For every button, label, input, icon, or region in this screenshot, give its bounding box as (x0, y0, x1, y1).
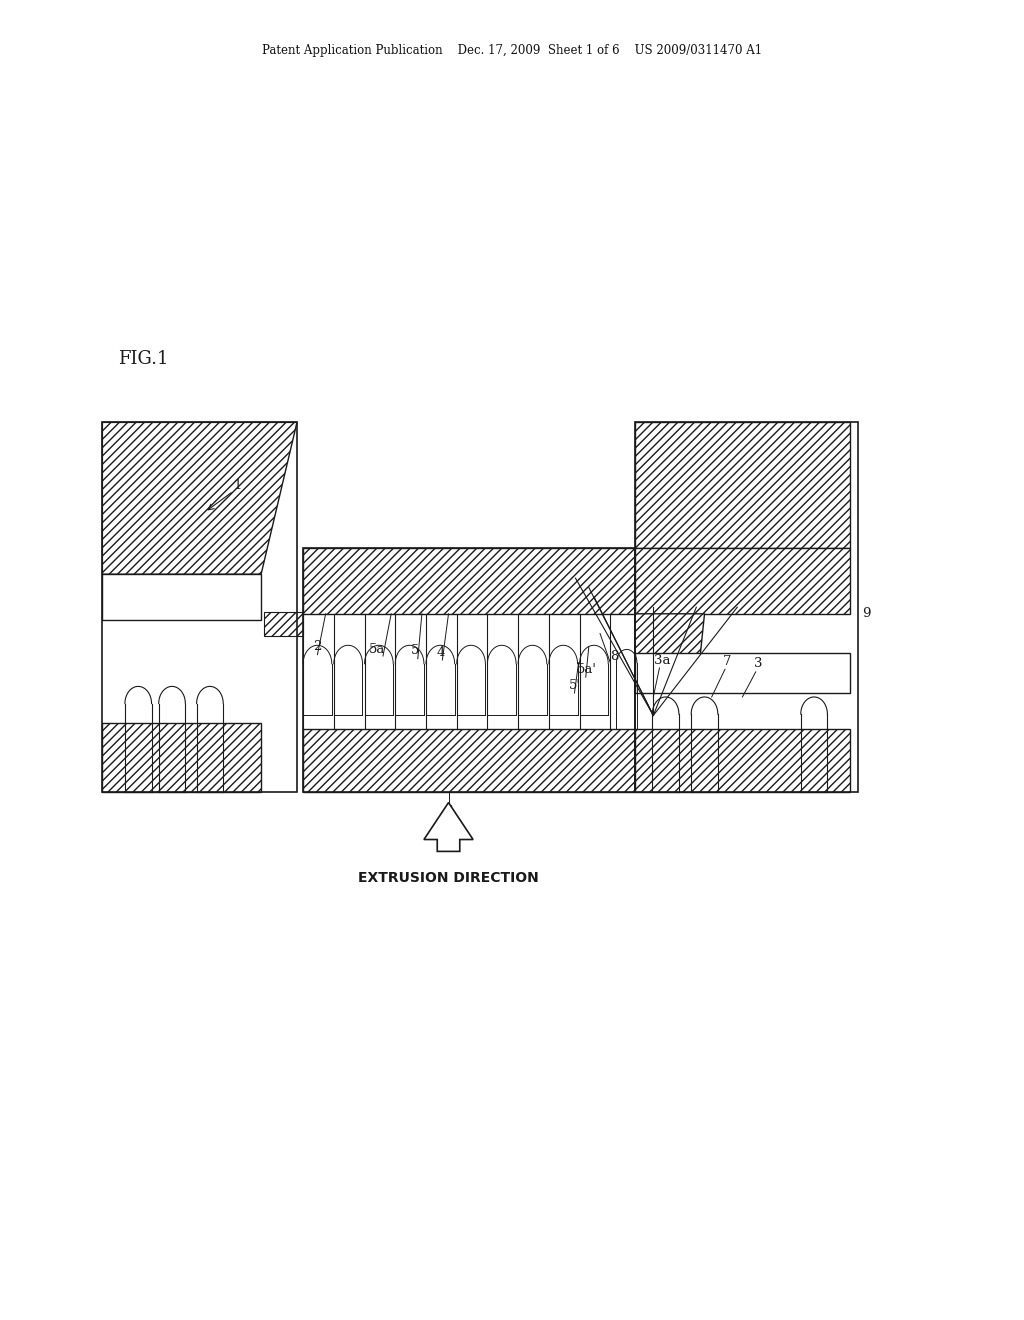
Text: 5a': 5a' (577, 663, 597, 676)
Text: 5': 5' (568, 678, 581, 692)
Bar (635, 548, 850, 614)
Polygon shape (635, 653, 850, 693)
Polygon shape (635, 422, 850, 548)
Bar (303, 729, 635, 792)
Bar (635, 422, 858, 792)
Text: EXTRUSION DIRECTION: EXTRUSION DIRECTION (358, 871, 539, 886)
Bar (303, 548, 635, 792)
Text: 3a: 3a (654, 653, 671, 667)
Bar (264, 612, 303, 636)
Text: 3: 3 (754, 657, 762, 671)
Text: 5a: 5a (369, 643, 385, 656)
Text: 7: 7 (723, 655, 731, 668)
Bar (635, 729, 850, 792)
Text: 1: 1 (233, 479, 242, 492)
Text: 2: 2 (313, 640, 322, 653)
Polygon shape (635, 614, 705, 693)
Polygon shape (102, 422, 297, 574)
Text: 9: 9 (862, 607, 870, 620)
Text: 8: 8 (610, 649, 618, 663)
Bar (102, 422, 297, 792)
Text: 5: 5 (411, 644, 419, 657)
Polygon shape (102, 574, 261, 620)
Text: Patent Application Publication    Dec. 17, 2009  Sheet 1 of 6    US 2009/0311470: Patent Application Publication Dec. 17, … (262, 44, 762, 57)
Bar (102, 723, 261, 792)
Bar (303, 548, 635, 614)
Text: 4: 4 (436, 645, 444, 659)
Text: 6: 6 (444, 805, 453, 818)
Text: FIG.1: FIG.1 (118, 350, 168, 368)
Polygon shape (424, 803, 473, 851)
